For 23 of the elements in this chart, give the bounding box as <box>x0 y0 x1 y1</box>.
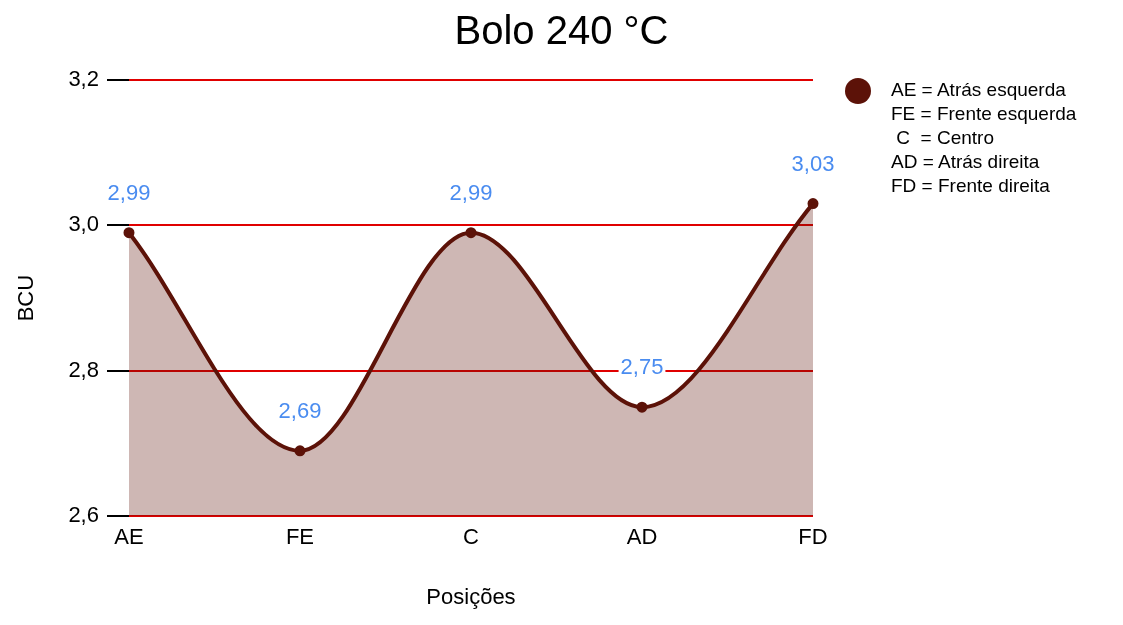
data-label: 2,75 <box>620 354 664 380</box>
legend-label: AE = Atrás esquerda FE = Frente esquerda C = Centro AD = Atrás direita FD = Frente direita <box>891 78 1077 198</box>
x-tick-label: AD <box>626 524 658 550</box>
x-tick-label: FD <box>798 524 828 550</box>
y-tick-label: 2,8 <box>68 356 99 382</box>
point <box>807 198 819 210</box>
data-label: 2,69 <box>278 397 322 423</box>
y-axis-title: BCU <box>13 274 39 322</box>
x-axis-title: Posições <box>426 583 516 609</box>
x-tick-label: C <box>463 524 480 550</box>
point <box>123 227 135 239</box>
y-tick-label: 3,2 <box>68 66 99 92</box>
data-label: 2,99 <box>107 179 151 205</box>
data-label: 3,03 <box>791 150 835 176</box>
x-tick-label: AE <box>114 524 144 550</box>
y-tick-label: 3,0 <box>68 211 99 237</box>
data-label: 2,99 <box>449 179 493 205</box>
point <box>294 445 306 457</box>
x-tick-label: FE <box>285 524 315 550</box>
y-tick-label: 2,6 <box>68 502 99 528</box>
point <box>465 227 477 239</box>
point <box>636 401 648 413</box>
chart-title: Bolo 240 °C <box>453 8 670 53</box>
